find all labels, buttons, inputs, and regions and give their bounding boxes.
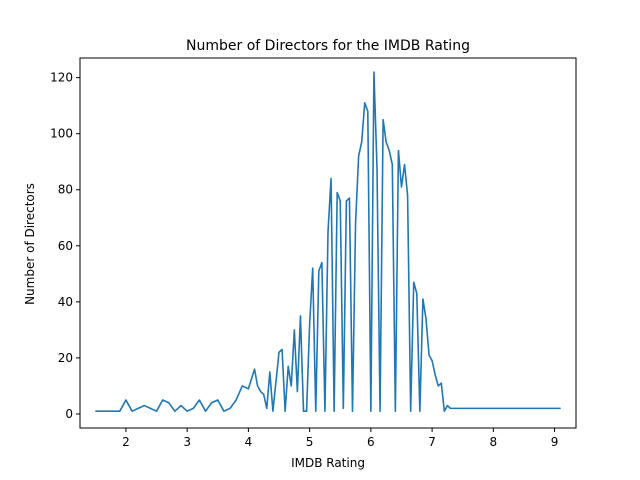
x-axis: 2 3 4 5 6 7 8 9 — [122, 428, 558, 449]
chart-title: Number of Directors for the IMDB Rating — [186, 38, 470, 54]
x-tick-label: 9 — [551, 435, 559, 449]
y-tick-label: 20 — [58, 351, 73, 365]
y-tick-label: 80 — [58, 183, 73, 197]
y-tick-label: 120 — [50, 71, 73, 85]
series-line — [95, 71, 561, 412]
x-tick-label: 7 — [428, 435, 436, 449]
x-axis-label: IMDB Rating — [291, 456, 365, 470]
x-tick-label: 6 — [367, 435, 375, 449]
plot-area: 2 3 4 5 6 7 8 9 0 20 40 60 80 100 120 — [50, 57, 577, 449]
x-tick-label: 5 — [306, 435, 314, 449]
plot-frame — [79, 57, 577, 429]
x-tick-label: 8 — [490, 435, 498, 449]
series-layer — [95, 71, 561, 412]
x-tick-label: 3 — [183, 435, 191, 449]
x-tick-label: 4 — [245, 435, 253, 449]
y-tick-label: 40 — [58, 295, 73, 309]
y-axis-label: Number of Directors — [23, 183, 37, 305]
y-tick-label: 0 — [65, 407, 73, 421]
y-tick-label: 60 — [58, 239, 73, 253]
y-tick-label: 100 — [50, 127, 73, 141]
x-tick-label: 2 — [122, 435, 130, 449]
y-axis: 0 20 40 60 80 100 120 — [50, 71, 80, 421]
